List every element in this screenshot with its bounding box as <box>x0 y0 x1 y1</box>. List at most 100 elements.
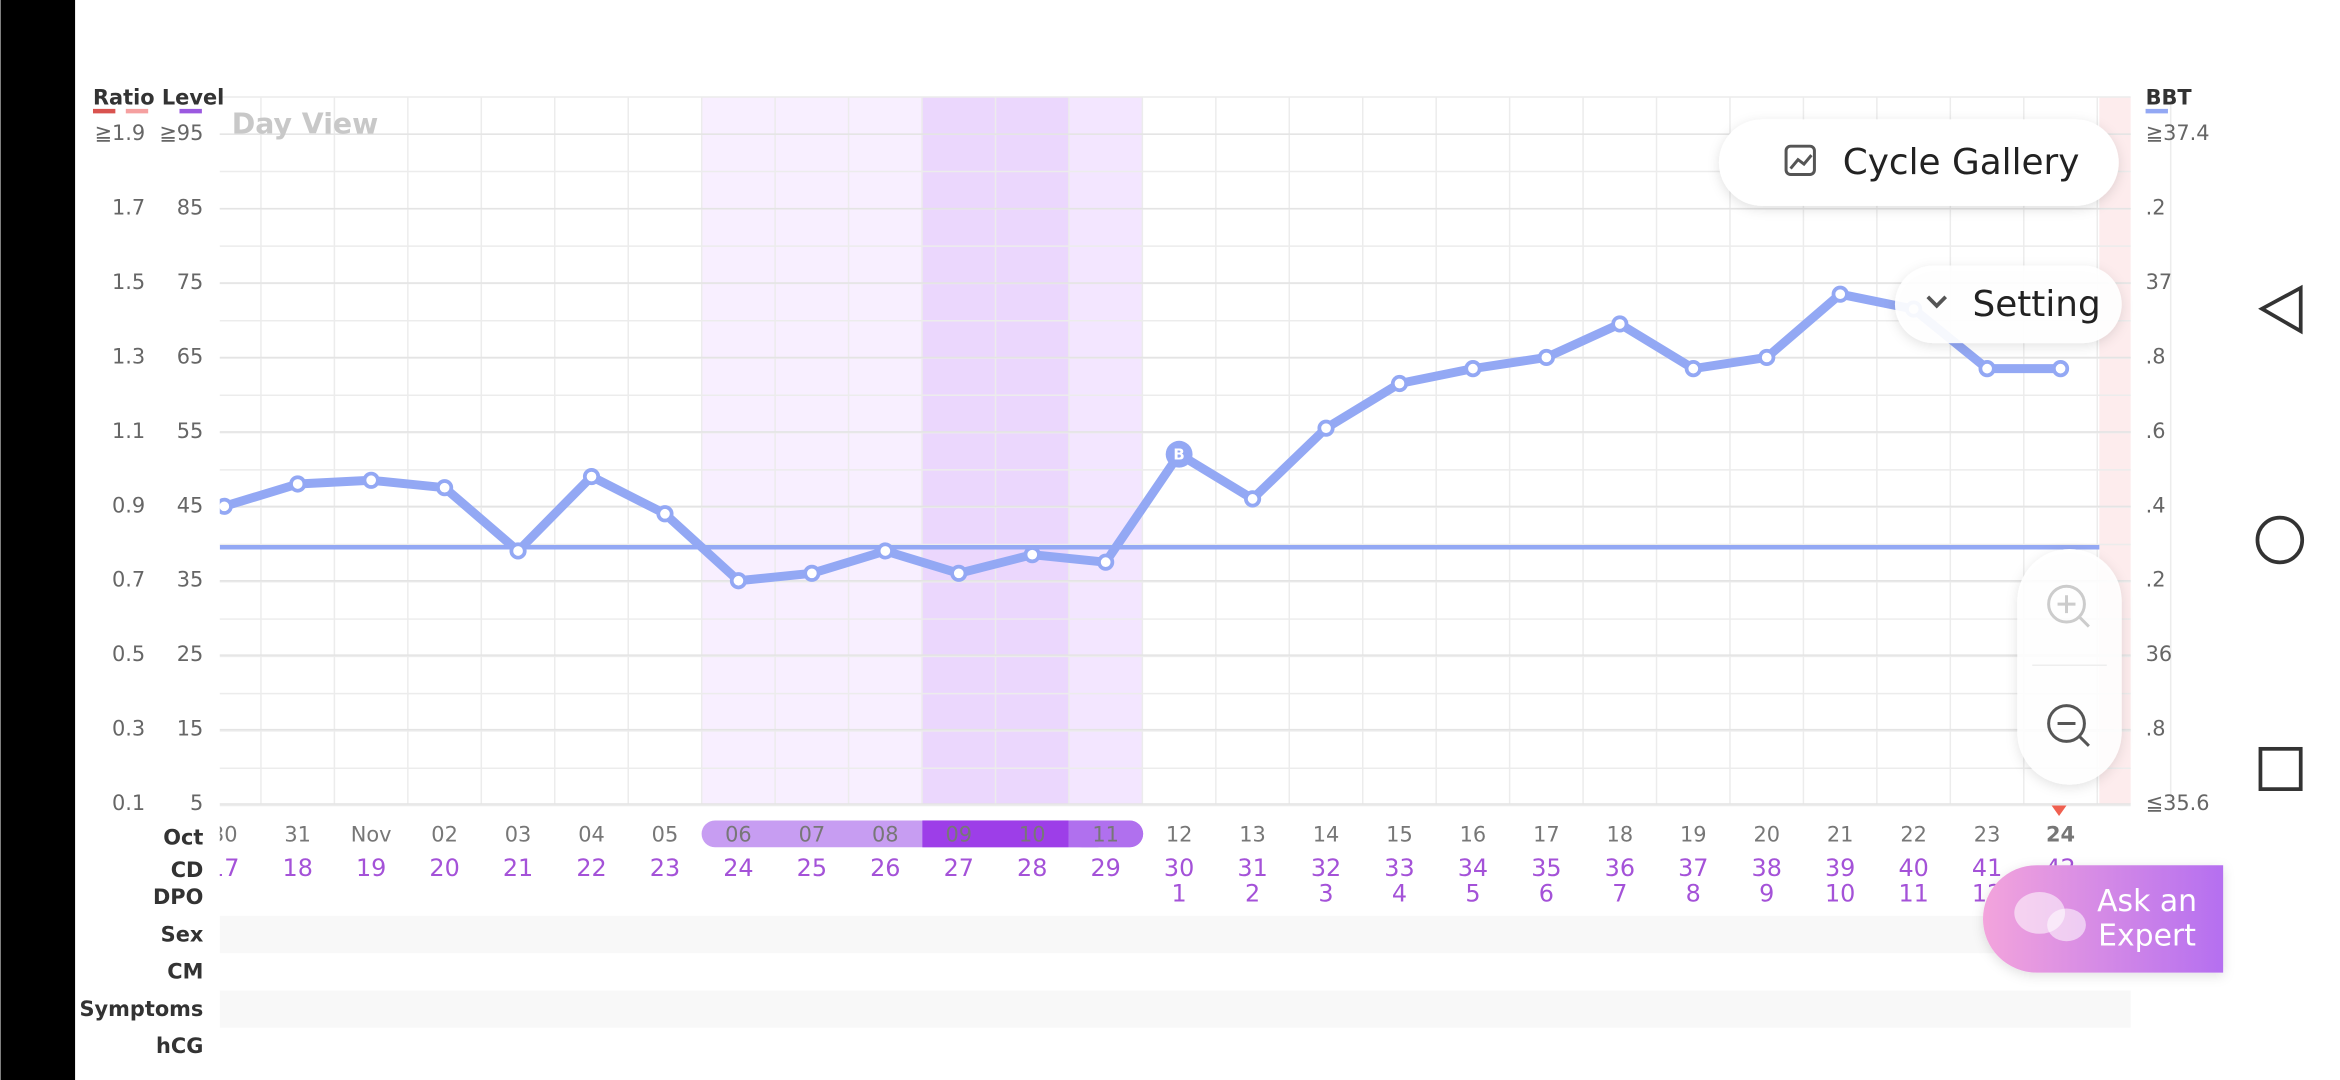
y-tick-label: .2 <box>2146 568 2166 592</box>
ratio-tick-label: 0.1 <box>112 791 145 815</box>
nav-home[interactable] <box>2255 515 2305 565</box>
y-tick-label: .8 <box>2146 344 2166 368</box>
x-tick-label: 23 <box>1974 822 2001 846</box>
gallery-icon <box>1784 144 1816 177</box>
x-tick-label: 03 <box>505 822 532 846</box>
y-tick-label: ≦35.6 <box>2146 791 2210 815</box>
cd-value: 27 <box>944 854 974 882</box>
nav-back[interactable] <box>2258 284 2303 335</box>
dpo-value: 2 <box>1245 880 1260 908</box>
fertile-band <box>922 96 996 805</box>
dpo-value: 5 <box>1465 880 1480 908</box>
legend-right: BBT <box>2146 85 2193 109</box>
x-tick-label: 04 <box>578 822 605 846</box>
bbt-point <box>436 479 454 497</box>
ratio-tick-label: 0.3 <box>112 717 145 741</box>
bbt-point <box>729 572 747 590</box>
cd-value: 32 <box>1311 854 1341 882</box>
x-tick-label: 10 <box>1019 822 1046 846</box>
cd-value: 34 <box>1458 854 1488 882</box>
y-tick-label: .6 <box>2146 419 2166 443</box>
row-label: hCG <box>156 1034 203 1058</box>
dpo-value: 10 <box>1825 880 1855 908</box>
bbt-point <box>1611 315 1629 333</box>
legend-swatch <box>125 108 149 114</box>
fertile-band <box>701 96 776 805</box>
ratio-tick-label: 1.7 <box>112 196 145 220</box>
zoom-controls <box>2017 548 2122 785</box>
ratio-tick-label: 0.5 <box>112 642 145 666</box>
symptoms-row <box>219 990 2131 1028</box>
ratio-tick-label: 1.5 <box>112 270 145 294</box>
button-label[interactable]: Ask an <box>2097 884 2197 919</box>
button-label[interactable]: Cycle Gallery <box>1843 142 2080 183</box>
gallery-icon <box>1789 154 1813 170</box>
left-bar <box>0 0 76 1080</box>
cd-value: 18 <box>283 854 313 882</box>
x-tick-label: 16 <box>1460 822 1487 846</box>
button-bg[interactable] <box>1982 865 2224 973</box>
cycle-gallery-button[interactable]: Cycle Gallery <box>1718 119 2119 206</box>
button-bg[interactable] <box>1894 265 2122 344</box>
y-tick-label: ≧37.4 <box>2146 121 2210 145</box>
cd-value: 41 <box>1972 854 2002 882</box>
y-tick-label: .8 <box>2146 717 2166 741</box>
dpo-value: 6 <box>1539 880 1554 908</box>
ask-expert-button[interactable]: Ask an Expert <box>1982 865 2224 973</box>
setting-button[interactable]: Setting <box>1894 265 2122 344</box>
dpo-value: 1 <box>1172 880 1187 908</box>
x-tick-label: 24 <box>2046 822 2075 846</box>
x-tick-label: 08 <box>872 822 899 846</box>
bbt-line <box>222 289 2061 586</box>
point-marker: B <box>1173 446 1184 464</box>
cd-value: 22 <box>576 854 606 882</box>
nav-bar <box>2255 284 2305 791</box>
x-tick-label: 19 <box>1680 822 1707 846</box>
cd-value: 21 <box>503 854 533 882</box>
row-label: CM <box>167 960 203 984</box>
chevron-icon <box>1926 295 1948 309</box>
level-tick-label: ≧95 <box>159 121 203 145</box>
bbt-point <box>219 497 233 515</box>
cd-value: 31 <box>1237 854 1267 882</box>
fertile-band <box>848 96 923 805</box>
x-tick-label: 20 <box>1753 822 1780 846</box>
bbt-point <box>1537 348 1555 367</box>
zoom-out[interactable] <box>2047 704 2086 743</box>
zoom-in[interactable] <box>2047 584 2086 624</box>
x-tick-label: 12 <box>1166 822 1193 846</box>
row-label: Oct <box>163 825 203 849</box>
ratio-tick-label: ≧1.9 <box>94 121 145 145</box>
dpo-value: 4 <box>1392 880 1407 908</box>
button-label[interactable]: Expert <box>2098 918 2196 953</box>
x-tick-label: 15 <box>1386 822 1413 846</box>
ratio-tick-label: 0.7 <box>112 568 145 592</box>
row-label: CD <box>171 858 204 882</box>
nav-recent[interactable] <box>2258 746 2303 791</box>
button-bg[interactable] <box>1718 119 2119 206</box>
bbt-point <box>362 471 380 489</box>
zoom-bg <box>2017 548 2122 785</box>
bbt-point <box>509 542 527 560</box>
bbt-point <box>1097 553 1115 571</box>
bbt-point <box>1165 440 1193 468</box>
row-label: DPO <box>153 885 203 909</box>
button-label[interactable]: Setting <box>1973 284 2101 325</box>
legend-left: Ratio Level <box>93 85 224 109</box>
bbt-point <box>1684 360 1702 378</box>
bbt-point <box>582 467 601 486</box>
cd-value: 33 <box>1384 854 1414 882</box>
bbt-point <box>1464 360 1482 378</box>
zoom-in[interactable] <box>2057 595 2090 628</box>
x-tick-label: 22 <box>1900 822 1927 846</box>
date-pill <box>922 820 1069 848</box>
level-tick-label: 5 <box>190 791 203 815</box>
y-tick-label: 36 <box>2146 642 2173 666</box>
x-tick-label: 30 <box>211 822 238 846</box>
legend-swatch <box>2145 108 2168 114</box>
zoom-out[interactable] <box>2057 721 2090 747</box>
cd-value: 29 <box>1090 854 1120 882</box>
bbt-point <box>1244 490 1262 508</box>
